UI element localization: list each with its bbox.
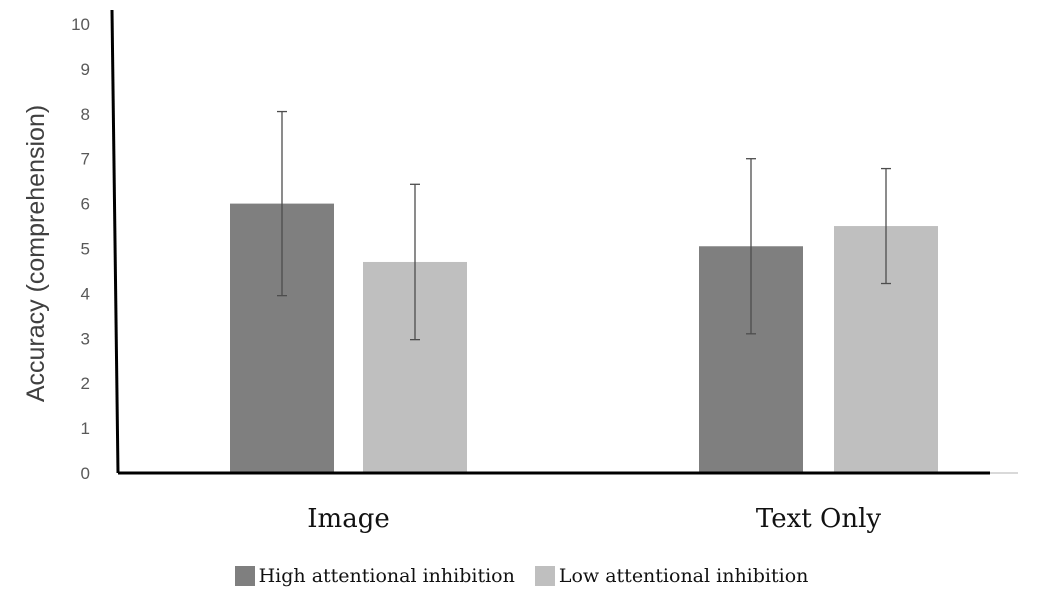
y-axis-label: Accuracy (comprehension) bbox=[22, 105, 50, 402]
y-tick-label: 0 bbox=[81, 464, 90, 483]
y-axis-line bbox=[110, 9, 120, 474]
bar-chart: 0 1 2 3 4 5 6 7 8 9 10 Accuracy (comprehension) Im… bbox=[22, 9, 1018, 534]
y-tick-label: 4 bbox=[81, 284, 90, 303]
legend-item-low: Low attentional inhibition bbox=[534, 565, 809, 587]
legend-label-high: High attentional inhibition bbox=[258, 565, 515, 587]
y-tick-label: 10 bbox=[71, 15, 90, 34]
y-tick-label: 8 bbox=[81, 105, 90, 124]
category-label-image: Image bbox=[307, 504, 389, 534]
y-tick-label: 7 bbox=[81, 150, 90, 169]
error-bars bbox=[277, 110, 891, 341]
category-label-text-only: Text Only bbox=[756, 504, 881, 534]
y-tick-label: 5 bbox=[81, 240, 90, 259]
bars bbox=[230, 203, 938, 473]
y-tick-label: 1 bbox=[81, 419, 90, 438]
legend-label-low: Low attentional inhibition bbox=[558, 565, 809, 587]
y-tick-labels: 0 1 2 3 4 5 6 7 8 9 10 bbox=[71, 15, 90, 483]
legend-swatch-high bbox=[234, 566, 255, 586]
y-tick-label: 3 bbox=[81, 329, 90, 348]
y-tick-label: 6 bbox=[81, 195, 90, 214]
category-labels: Image Text Only bbox=[307, 504, 881, 534]
legend: High attentional inhibition Low attentio… bbox=[0, 565, 1043, 587]
legend-item-high: High attentional inhibition bbox=[234, 565, 515, 587]
legend-swatch-low bbox=[534, 566, 555, 586]
y-tick-label: 2 bbox=[81, 374, 90, 393]
y-tick-label: 9 bbox=[81, 60, 90, 79]
